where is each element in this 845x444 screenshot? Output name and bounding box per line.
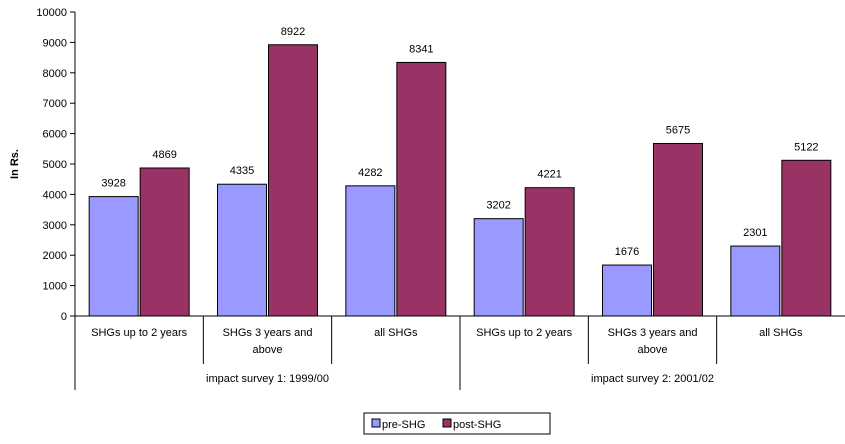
bar-pre-shg <box>217 183 267 317</box>
bar-post-shg <box>396 61 447 317</box>
x-group-label: impact survey 1: 1999/00 <box>206 373 329 385</box>
x-tick-label: all SHGs <box>759 327 803 339</box>
legend-label: post-SHG <box>453 419 501 431</box>
x-tick-label: SHGs up to 2 years <box>91 327 187 339</box>
data-label: 4335 <box>230 165 254 177</box>
data-label: 5675 <box>666 124 690 136</box>
bar-post-shg <box>139 167 190 317</box>
legend-box <box>363 412 551 435</box>
data-label: 4221 <box>537 169 561 181</box>
legend-swatch <box>371 418 381 428</box>
bar-pre-shg <box>345 185 396 317</box>
y-tick-label: 2000 <box>43 250 67 262</box>
bar-post-shg <box>781 159 832 317</box>
bar-pre-shg <box>730 245 781 317</box>
data-label: 3202 <box>486 200 510 212</box>
x-axis: SHGs up to 2 years SHGs 3 years and above a… <box>74 315 845 390</box>
y-tick-label: 6000 <box>43 129 67 141</box>
bar-pre-shg <box>473 218 524 317</box>
x-tick-label: all SHGs <box>374 327 418 339</box>
y-tick-label: 3000 <box>43 220 67 232</box>
y-axis-title: In Rs. <box>9 149 21 179</box>
data-label: 3928 <box>101 178 125 190</box>
x-tick-label: SHGs 3 years and above <box>608 327 698 356</box>
bar-pre-shg <box>602 264 652 317</box>
data-label: 8341 <box>409 43 433 55</box>
bar-post-shg <box>653 142 703 317</box>
legend-swatch <box>442 418 452 428</box>
bar-post-shg <box>268 44 318 317</box>
bar-pre-shg <box>88 196 139 317</box>
legend-label: pre-SHG <box>382 419 425 431</box>
data-label: 4282 <box>358 167 382 179</box>
y-tick-label: 10000 <box>36 7 67 19</box>
y-tick-label: 5000 <box>43 159 67 171</box>
y-tick-label: 7000 <box>43 98 67 110</box>
y-tick-label: 9000 <box>43 37 67 49</box>
data-label: 8922 <box>281 26 305 38</box>
data-label: 2301 <box>743 227 767 239</box>
bar-post-shg <box>524 187 575 317</box>
x-group-label: impact survey 2: 2001/02 <box>591 373 714 385</box>
y-tick-label: 8000 <box>43 68 67 80</box>
data-label: 5122 <box>794 141 818 153</box>
y-tick-label: 1000 <box>43 281 67 293</box>
y-axis: 0 1000 2000 3000 4000 5000 6000 7000 8000 9000 100… <box>36 7 76 323</box>
data-label: 4869 <box>152 149 176 161</box>
x-tick-label: SHGs 3 years and above <box>223 327 313 356</box>
x-tick-label: SHGs up to 2 years <box>476 327 572 339</box>
y-tick-label: 0 <box>61 311 67 323</box>
legend: pre-SHG post-SHG <box>363 412 551 435</box>
bars: 3928 4335 4282 3202 1676 2301 4869 8922 8341 4221… <box>88 26 832 317</box>
data-label: 1676 <box>615 246 639 258</box>
y-tick-label: 4000 <box>43 189 67 201</box>
